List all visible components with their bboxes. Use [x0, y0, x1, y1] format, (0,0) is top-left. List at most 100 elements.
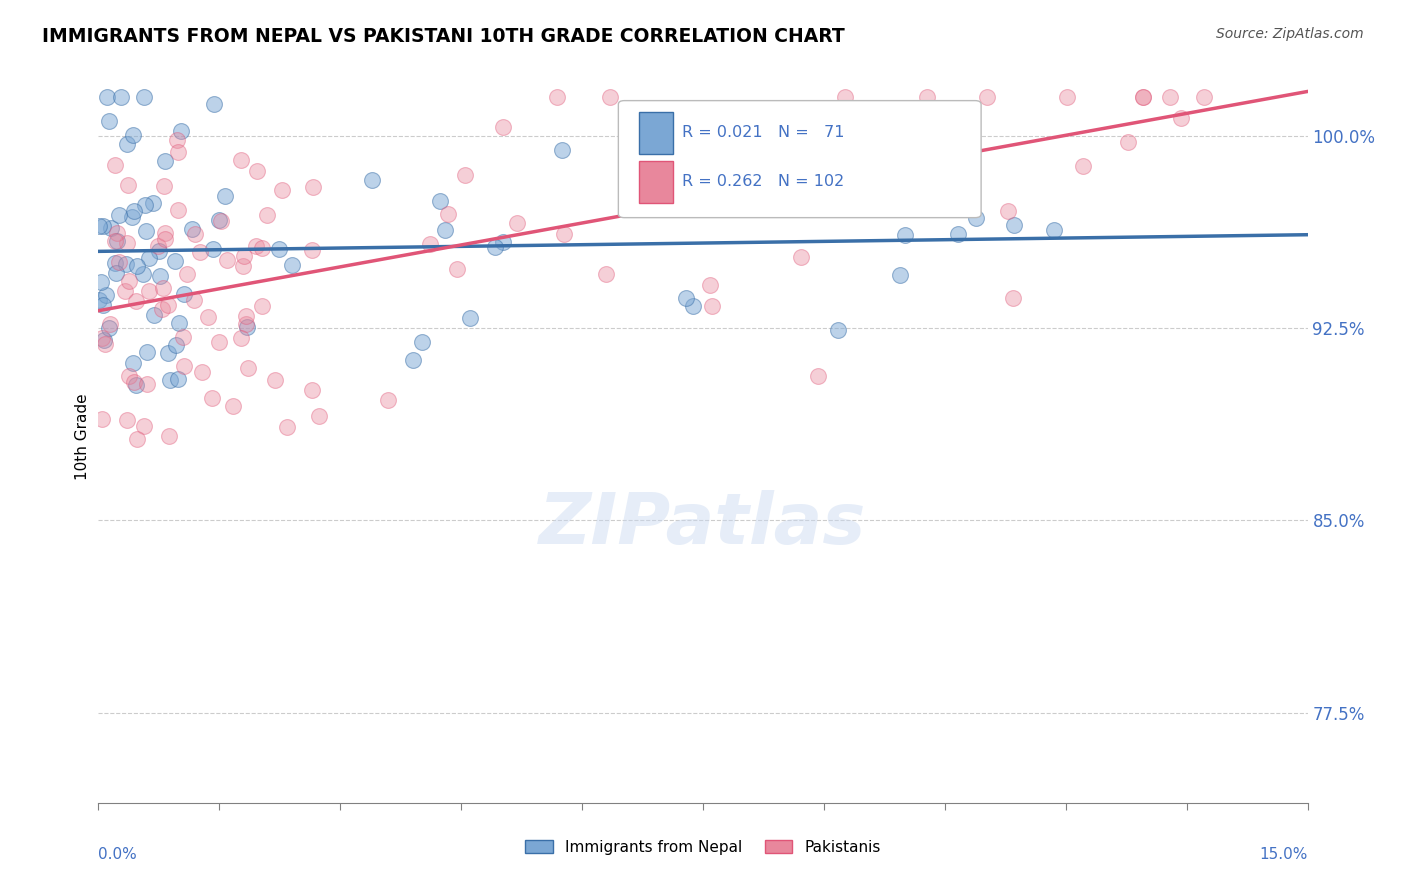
Point: [122, 356, 145, 370]
Point: [184, 227, 207, 241]
Point: [454, 168, 477, 182]
Point: [834, 90, 856, 104]
Y-axis label: 10th Grade: 10th Grade: [75, 393, 90, 481]
Point: [94, 336, 117, 351]
Text: 0.0%: 0.0%: [98, 847, 138, 862]
Point: [1056, 90, 1078, 104]
Point: [153, 178, 176, 193]
Text: ZIPatlas: ZIPatlas: [540, 491, 866, 559]
Point: [208, 335, 231, 350]
Point: [302, 179, 325, 194]
Point: [165, 337, 187, 351]
Point: [93, 333, 115, 347]
Point: [201, 242, 224, 256]
Point: [702, 299, 724, 313]
Point: [143, 308, 166, 322]
Point: [976, 90, 998, 104]
Point: [117, 178, 139, 192]
Point: [551, 143, 574, 157]
Point: [98, 321, 121, 335]
Point: [245, 164, 267, 178]
Point: [125, 259, 148, 273]
Point: [134, 198, 156, 212]
Point: [360, 173, 382, 187]
Point: [166, 133, 188, 147]
Point: [100, 220, 122, 235]
Point: [98, 114, 121, 128]
Point: [789, 250, 811, 264]
Point: [173, 286, 195, 301]
Point: [91, 298, 114, 312]
Point: [222, 400, 245, 414]
Point: [682, 300, 704, 314]
Point: [1116, 135, 1139, 149]
Point: [889, 268, 911, 282]
Point: [907, 171, 929, 186]
Point: [235, 310, 257, 324]
Point: [118, 369, 141, 384]
Point: [308, 409, 330, 424]
Point: [152, 281, 174, 295]
Point: [173, 359, 195, 373]
Point: [91, 412, 114, 426]
Point: [1132, 90, 1154, 104]
Point: [135, 224, 157, 238]
Point: [1192, 90, 1215, 104]
Point: [491, 235, 513, 250]
Point: [148, 244, 170, 259]
Point: [138, 284, 160, 298]
Text: R = 0.021   N =   71: R = 0.021 N = 71: [682, 125, 845, 139]
Point: [946, 227, 969, 241]
Point: [136, 345, 159, 359]
Point: [100, 317, 122, 331]
Text: IMMIGRANTS FROM NEPAL VS PAKISTANI 10TH GRADE CORRELATION CHART: IMMIGRANTS FROM NEPAL VS PAKISTANI 10TH …: [42, 27, 845, 45]
Text: 15.0%: 15.0%: [1260, 847, 1308, 862]
Point: [202, 96, 225, 111]
Point: [637, 178, 659, 193]
Point: [250, 299, 273, 313]
Point: [1001, 291, 1024, 305]
Point: [215, 253, 238, 268]
Point: [235, 317, 257, 331]
Point: [233, 249, 256, 263]
Point: [188, 245, 211, 260]
Point: [301, 244, 323, 258]
FancyBboxPatch shape: [619, 101, 981, 218]
Point: [377, 393, 399, 408]
Point: [134, 418, 156, 433]
Point: [236, 361, 259, 376]
Point: [197, 310, 219, 325]
Point: [91, 331, 114, 345]
Point: [105, 234, 128, 248]
Legend: Immigrants from Nepal, Pakistanis: Immigrants from Nepal, Pakistanis: [519, 834, 887, 861]
Point: [107, 226, 129, 240]
Point: [1043, 222, 1066, 236]
Point: [124, 294, 146, 309]
Point: [250, 241, 273, 255]
Point: [136, 376, 159, 391]
Point: [115, 258, 138, 272]
Point: [872, 162, 894, 177]
Point: [276, 419, 298, 434]
Point: [172, 330, 194, 344]
Point: [138, 252, 160, 266]
Point: [232, 260, 254, 274]
Point: [208, 213, 231, 227]
Point: [181, 222, 204, 236]
Text: R = 0.262   N = 102: R = 0.262 N = 102: [682, 174, 845, 188]
Point: [699, 278, 721, 293]
Point: [599, 90, 621, 104]
Point: [108, 208, 131, 222]
Point: [125, 432, 148, 446]
Point: [149, 268, 172, 283]
Point: [1132, 90, 1154, 104]
Point: [96, 90, 118, 104]
Point: [1159, 90, 1181, 104]
Point: [997, 204, 1019, 219]
Point: [214, 189, 236, 203]
Point: [893, 228, 915, 243]
Point: [245, 239, 267, 253]
Point: [492, 120, 515, 134]
Point: [411, 335, 433, 350]
Text: Source: ZipAtlas.com: Source: ZipAtlas.com: [1216, 27, 1364, 41]
